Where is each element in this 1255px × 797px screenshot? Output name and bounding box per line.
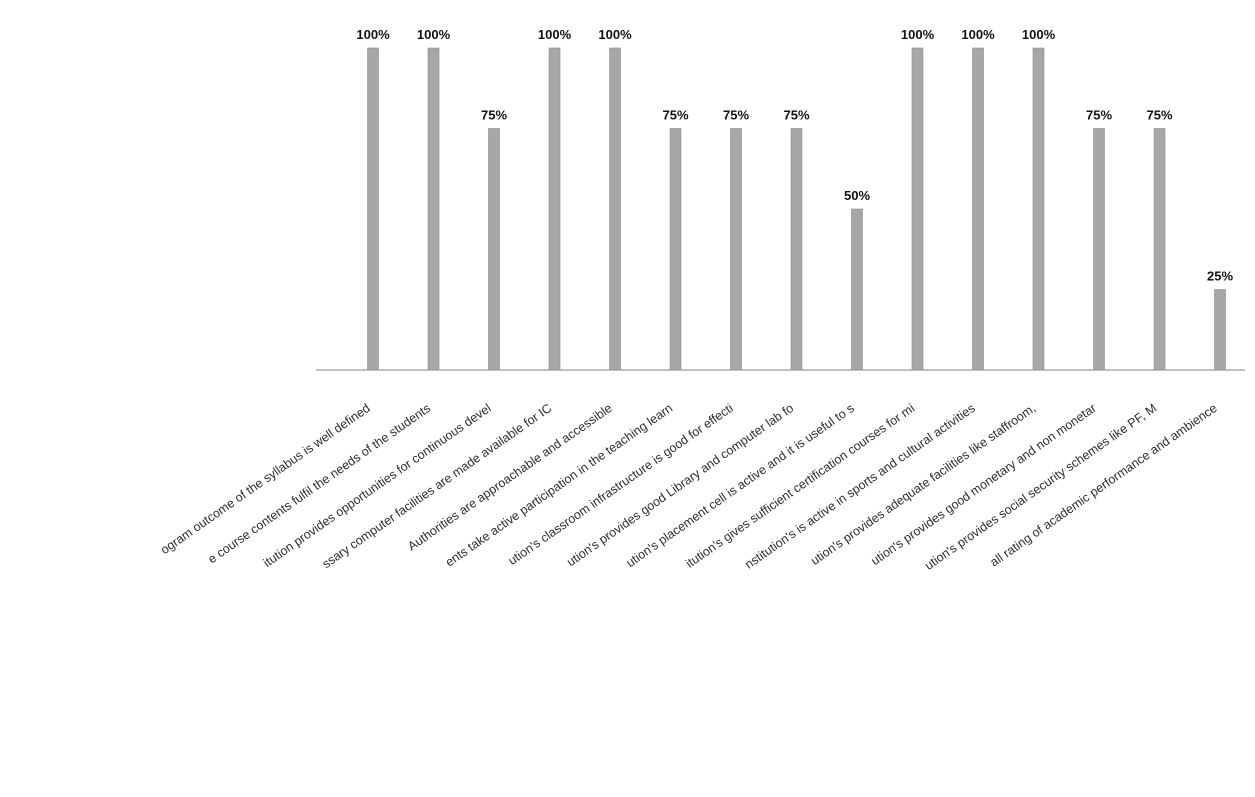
bar-11 — [972, 47, 984, 371]
bar-6 — [669, 128, 682, 371]
data-label-2: 100% — [417, 27, 451, 42]
bar-4 — [548, 47, 561, 371]
bar-9 — [851, 208, 863, 371]
category-label-3: itution provides opportunities for conti… — [261, 401, 494, 570]
category-label-10: itution's gives sufficient certification… — [683, 401, 917, 571]
category-label-8: ution's provides good Library and comput… — [564, 401, 796, 569]
data-label-1: 100% — [356, 27, 390, 42]
category-label-12: ution's provides adequate facilities lik… — [808, 401, 1038, 568]
data-label-11: 100% — [961, 27, 995, 42]
data-label-13: 75% — [1086, 108, 1112, 123]
data-labels-layer: 100% 100% 75% 100% 100% 75% 75% 75% 50% 100% 100% 1… — [356, 27, 1233, 284]
category-label-6: ents take active participation in the te… — [443, 401, 675, 570]
data-label-14: 75% — [1146, 108, 1172, 123]
bar-8 — [790, 128, 803, 371]
category-label-7: ution's classroom infrastructure is good… — [506, 401, 736, 568]
data-label-12: 100% — [1022, 27, 1056, 42]
bar-1 — [367, 47, 379, 371]
category-label-9: ution's placement cell is active and it … — [624, 401, 857, 570]
bar-15 — [1214, 289, 1226, 371]
bar-14 — [1153, 128, 1166, 371]
bar-3 — [488, 128, 500, 371]
category-label-13: ution's provides good monetary and non m… — [868, 401, 1098, 568]
data-label-8: 75% — [783, 108, 809, 123]
data-label-15: 25% — [1207, 269, 1233, 284]
bar-13 — [1093, 128, 1105, 371]
category-label-14: ution's provides social security schemes… — [922, 401, 1159, 573]
category-labels-layer: ogram outcome of the syllabus is well de… — [158, 401, 1220, 573]
bar-7 — [730, 128, 742, 371]
data-label-6: 75% — [662, 108, 688, 123]
bar-2 — [427, 47, 440, 371]
data-label-3: 75% — [481, 108, 507, 123]
data-label-10: 100% — [901, 27, 935, 42]
bars-layer — [367, 47, 1226, 371]
bar-10 — [911, 47, 924, 371]
data-label-4: 100% — [538, 27, 572, 42]
category-label-1: ogram outcome of the syllabus is well de… — [158, 401, 373, 557]
category-label-15: all rating of academic performance and a… — [987, 401, 1219, 570]
category-label-4: ssary computer facilities are made avail… — [320, 401, 555, 571]
bar-5 — [609, 47, 621, 371]
data-label-7: 75% — [723, 108, 749, 123]
data-label-9: 50% — [844, 188, 870, 203]
bar-12 — [1032, 47, 1045, 371]
data-label-5: 100% — [598, 27, 632, 42]
category-label-2: e course contents fulfil the needs of th… — [205, 401, 433, 566]
